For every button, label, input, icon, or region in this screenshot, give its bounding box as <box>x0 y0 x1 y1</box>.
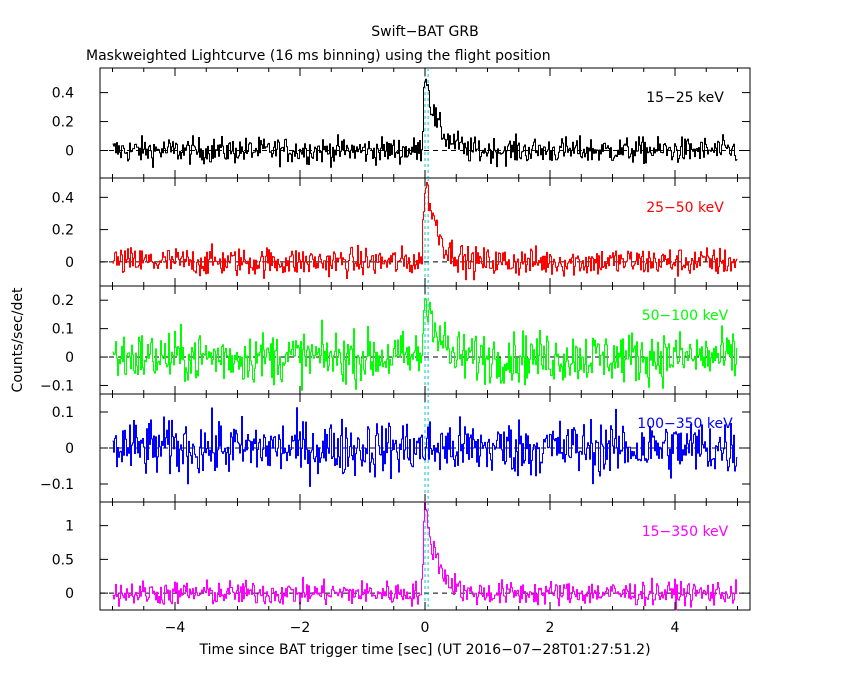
lightcurve-series <box>112 298 738 391</box>
y-tick-label: 0 <box>65 441 74 457</box>
panel-4: −0.1 0 0.1 100−350 keV <box>40 393 751 503</box>
lightcurve-series <box>112 78 738 168</box>
y-tick-label: 0.1 <box>52 322 74 338</box>
y-axis-label: Counts/sec/det <box>10 287 26 392</box>
y-tick-label: 0.1 <box>52 405 74 421</box>
chart-subtitle: Maskweighted Lightcurve (16 ms binning) … <box>86 48 551 64</box>
lightcurve-series <box>112 182 738 281</box>
panel-3: −0.1 0 0.1 0.2 50−100 keV <box>40 285 751 395</box>
y-tick-label: −0.1 <box>40 378 74 394</box>
y-tick-label: 0.2 <box>52 293 74 309</box>
y-tick-label: 0 <box>65 350 74 366</box>
band-label: 15−25 keV <box>646 90 724 106</box>
y-tick-label: 0 <box>65 586 74 602</box>
y-tick-label: 0 <box>65 255 74 271</box>
y-tick-label: −0.1 <box>40 477 74 493</box>
y-tick-label: 0.4 <box>52 190 74 206</box>
chart-title: Swift−BAT GRB <box>371 24 478 40</box>
panels: 0 0.2 0.4 15−25 keV 0 0.2 0.4 25−50 keV −0.1 0 0.1… <box>40 67 751 636</box>
band-label: 100−350 keV <box>637 416 733 432</box>
y-tick-label: 0.5 <box>52 552 74 568</box>
y-tick-label: 0.2 <box>52 223 74 239</box>
panel-1: 0 0.2 0.4 15−25 keV <box>52 67 751 179</box>
y-tick-label: 0 <box>65 144 74 160</box>
band-label: 15−350 keV <box>642 524 729 540</box>
y-tick-label: 0.2 <box>52 115 74 131</box>
y-tick-label: 1 <box>65 519 74 535</box>
x-tick-label: −4 <box>165 620 186 636</box>
x-axis-label: Time since BAT trigger time [sec] (UT 20… <box>198 642 650 658</box>
lightcurve-series <box>112 407 738 487</box>
x-tick-label: −2 <box>290 620 311 636</box>
x-tick-label: 0 <box>421 620 430 636</box>
band-label: 25−50 keV <box>646 200 724 216</box>
y-tick-label: 0.4 <box>52 86 74 102</box>
panel-2: 0 0.2 0.4 25−50 keV <box>52 177 751 287</box>
x-tick-label: 2 <box>546 620 555 636</box>
panel-5: 0 0.5 1 15−350 keV <box>52 501 751 611</box>
x-tick-label: 4 <box>671 620 680 636</box>
band-label: 50−100 keV <box>642 308 729 324</box>
